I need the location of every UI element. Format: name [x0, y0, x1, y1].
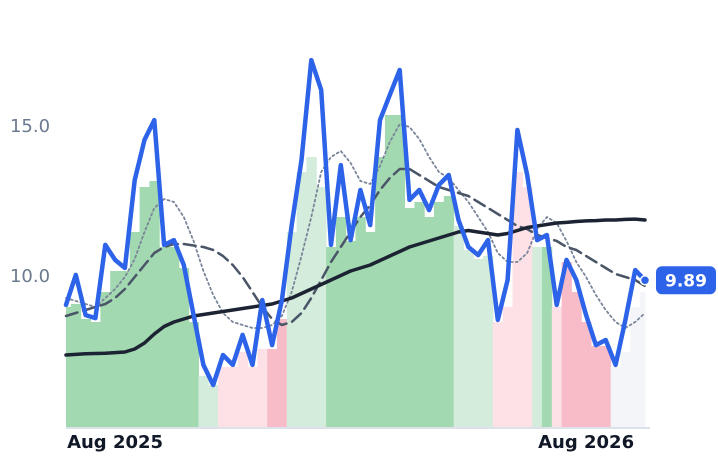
band	[110, 271, 121, 427]
band	[345, 241, 356, 427]
band	[247, 367, 258, 427]
band	[591, 346, 602, 427]
band	[434, 202, 445, 427]
x-tick-label: Aug 2025	[67, 432, 163, 453]
band	[286, 232, 298, 427]
band	[394, 115, 406, 427]
series-line	[63, 57, 648, 388]
band	[218, 367, 229, 427]
band	[70, 304, 82, 427]
band	[512, 172, 523, 427]
band	[306, 157, 317, 427]
band	[227, 367, 239, 427]
band	[443, 196, 455, 427]
band	[237, 352, 249, 427]
band	[267, 349, 278, 427]
band	[610, 367, 621, 427]
band	[276, 319, 288, 427]
band	[178, 268, 190, 427]
band	[492, 322, 504, 427]
band	[316, 187, 327, 427]
x-tick-label: Aug 2026	[538, 432, 634, 453]
band	[100, 292, 111, 427]
band	[80, 319, 92, 427]
band	[119, 271, 131, 427]
band	[463, 250, 474, 427]
band	[384, 115, 396, 427]
band	[414, 202, 425, 427]
band	[66, 307, 72, 427]
y-tick-label: 15.0	[10, 116, 50, 137]
band	[296, 172, 307, 427]
band	[257, 349, 268, 427]
band	[90, 322, 101, 427]
band	[522, 187, 533, 427]
band	[424, 217, 435, 427]
band	[561, 262, 572, 427]
band	[375, 157, 386, 427]
band	[453, 226, 464, 427]
band	[335, 217, 347, 427]
last-point	[639, 275, 651, 286]
band	[630, 307, 641, 427]
band	[365, 232, 376, 427]
value-badge	[656, 266, 716, 295]
band	[404, 208, 415, 427]
band	[581, 322, 592, 427]
band	[198, 376, 209, 427]
band	[600, 346, 612, 427]
band	[139, 187, 150, 427]
band	[483, 256, 494, 427]
band	[551, 307, 563, 427]
band	[355, 217, 366, 427]
band	[149, 181, 160, 427]
y-tick-label: 10.0	[10, 266, 50, 287]
band	[326, 247, 337, 427]
band	[640, 292, 646, 427]
band	[571, 292, 582, 427]
value-badge-label: 9.89	[665, 271, 707, 291]
band	[188, 322, 199, 427]
band	[502, 307, 514, 427]
band	[129, 232, 141, 427]
band	[620, 352, 631, 427]
band	[159, 247, 170, 427]
series-line	[64, 217, 647, 357]
band	[169, 247, 180, 427]
band	[473, 259, 484, 427]
band	[532, 247, 543, 427]
band	[208, 385, 219, 427]
band	[541, 247, 553, 427]
